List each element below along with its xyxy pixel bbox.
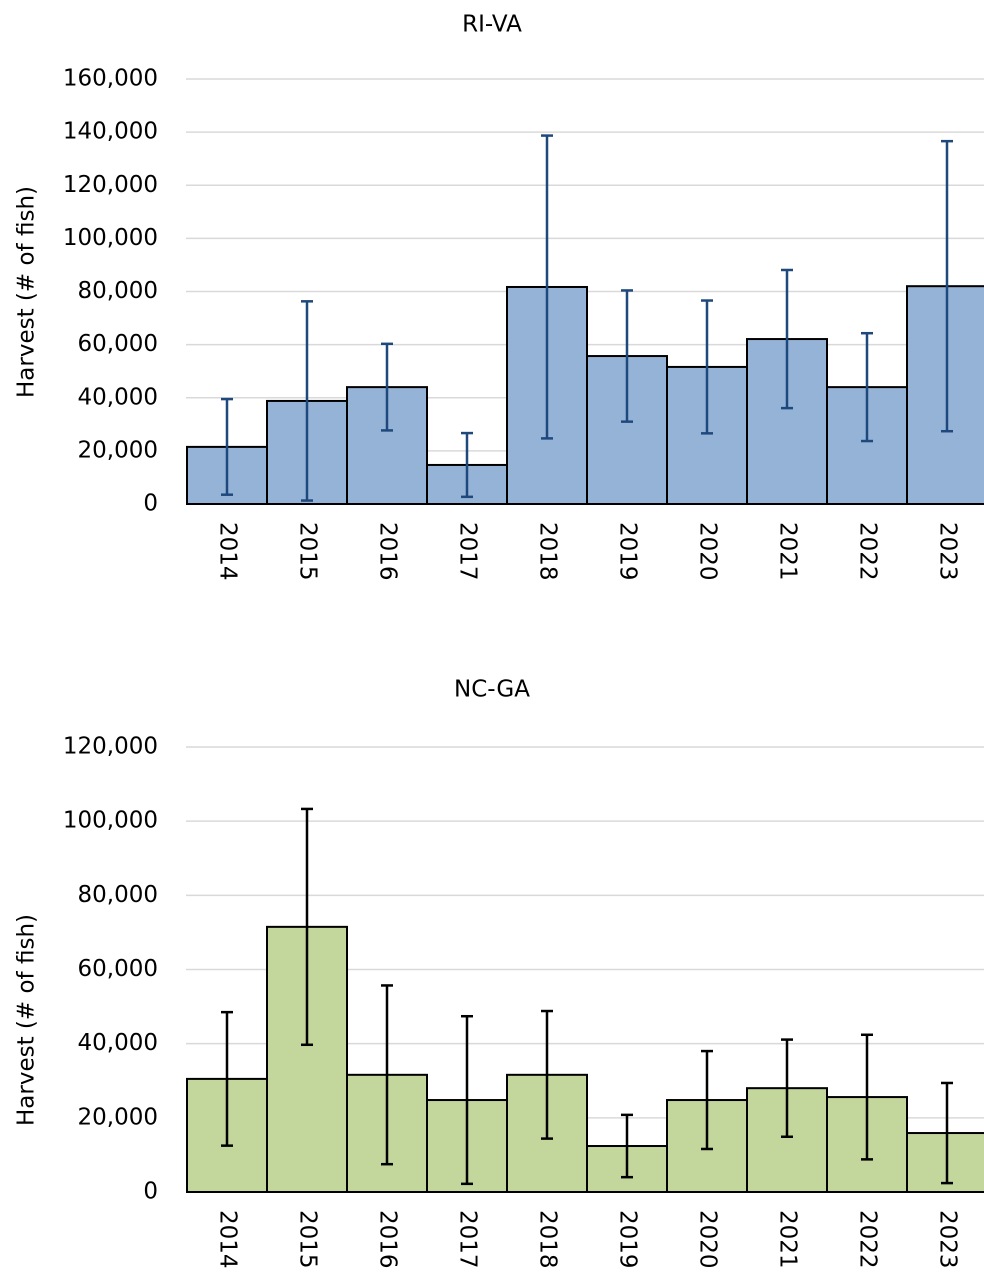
- y-tick-label: 0: [143, 1179, 158, 1205]
- x-tick-label: 2023: [935, 1210, 961, 1269]
- x-tick-label: 2018: [535, 522, 561, 581]
- y-tick-label: 120,000: [63, 172, 158, 198]
- chart-title: RI-VA: [462, 12, 522, 38]
- y-tick-label: 120,000: [63, 734, 158, 760]
- x-tick-label: 2014: [215, 522, 241, 581]
- y-tick-label: 160,000: [63, 66, 158, 92]
- bar: [346, 386, 428, 505]
- y-tick-label: 80,000: [78, 882, 158, 908]
- y-axis-label: Harvest (# of fish): [14, 186, 40, 398]
- x-tick-label: 2015: [295, 1210, 321, 1269]
- y-tick-label: 40,000: [78, 1030, 158, 1056]
- bar: [906, 285, 984, 505]
- x-tick-label: 2014: [215, 1210, 241, 1269]
- y-tick-label: 100,000: [63, 808, 158, 834]
- y-tick-label: 40,000: [78, 384, 158, 410]
- x-tick-label: 2017: [455, 1210, 481, 1269]
- y-tick-label: 60,000: [78, 956, 158, 982]
- x-tick-label: 2019: [615, 1210, 641, 1269]
- x-tick-label: 2020: [695, 1210, 721, 1269]
- y-tick-label: 20,000: [78, 437, 158, 463]
- x-tick-label: 2016: [375, 1210, 401, 1269]
- x-tick-label: 2021: [775, 522, 801, 581]
- x-tick-label: 2020: [695, 522, 721, 581]
- x-tick-label: 2022: [855, 522, 881, 581]
- y-tick-label: 100,000: [63, 225, 158, 251]
- y-tick-label: 60,000: [78, 331, 158, 357]
- x-tick-label: 2018: [535, 1210, 561, 1269]
- chart-title: NC-GA: [454, 677, 530, 703]
- y-tick-label: 80,000: [78, 278, 158, 304]
- x-tick-label: 2019: [615, 522, 641, 581]
- y-tick-label: 0: [143, 491, 158, 517]
- x-tick-label: 2017: [455, 522, 481, 581]
- x-tick-label: 2023: [935, 522, 961, 581]
- x-tick-label: 2016: [375, 522, 401, 581]
- x-tick-label: 2021: [775, 1210, 801, 1269]
- y-axis-label: Harvest (# of fish): [14, 914, 40, 1126]
- x-tick-label: 2015: [295, 522, 321, 581]
- y-tick-label: 140,000: [63, 119, 158, 145]
- y-tick-label: 20,000: [78, 1104, 158, 1130]
- x-tick-label: 2022: [855, 1210, 881, 1269]
